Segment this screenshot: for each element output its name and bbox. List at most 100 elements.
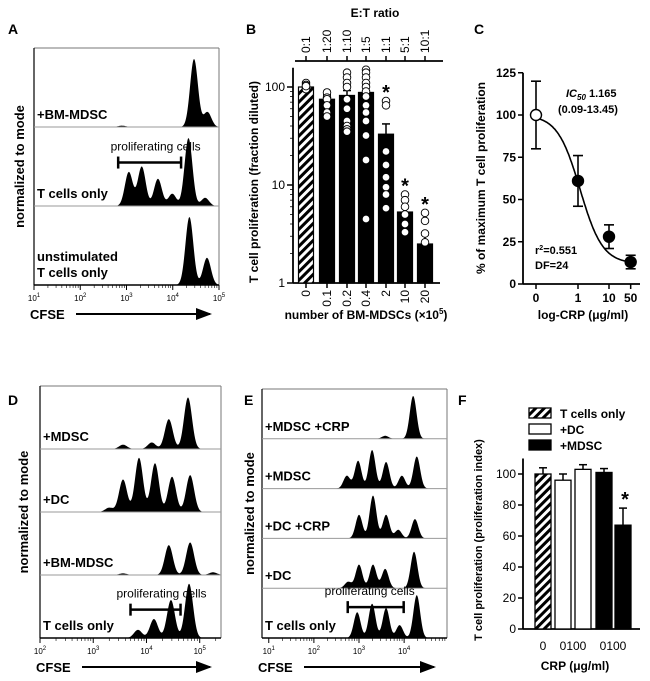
histogram-3 (34, 217, 219, 285)
histogram-5 (262, 595, 447, 638)
bar (595, 471, 613, 630)
tick-exponent: 5 (222, 293, 226, 299)
data-point (361, 101, 371, 110)
tick-base: 10 (120, 294, 129, 303)
legend-label: T cells only (560, 407, 626, 421)
histogram-row-label: T cells only (265, 618, 337, 633)
top-axis-title: E:T ratio (351, 6, 400, 20)
x-axis-label: number of BM-MDSCs (×105) (285, 307, 448, 322)
x-tick-label: 20 (418, 290, 432, 304)
data-point (400, 210, 410, 219)
histogram-3 (262, 495, 447, 539)
x-tick-label: 101 (28, 293, 41, 303)
x-tick-label: 104 (167, 293, 180, 303)
x-axis-label: log-CRP (μg/ml) (538, 308, 628, 322)
histogram-row-label: unstimulated (37, 249, 118, 264)
x-tick-label: 1 (575, 291, 582, 305)
x-axis-label: CFSE (36, 660, 71, 675)
data-point (342, 127, 352, 136)
tick-exponent: 2 (83, 293, 87, 299)
bracket-label: proliferating cells (116, 587, 206, 601)
x-tick-label: 0 (299, 290, 313, 297)
x-tick-label: 2 (379, 290, 393, 297)
data-point (301, 81, 311, 91)
tick-base: 10 (308, 647, 317, 656)
data-point (381, 147, 391, 156)
histogram-row-label: +DC (265, 568, 292, 583)
y-axis-label: normalized to mode (242, 452, 257, 575)
panel-label-f: F (458, 392, 467, 408)
data-point (420, 216, 430, 226)
tick-exponent: 1 (37, 293, 41, 299)
tick-base: 10 (353, 647, 362, 656)
y-axis-label: % of maximum T cell proliferation (474, 82, 488, 274)
data-point (342, 104, 352, 113)
x-tick-label: 0.4 (359, 290, 373, 307)
top-tick-label: 0:1 (299, 36, 313, 53)
panel-label-b: B (246, 21, 256, 37)
histogram-row-label: +DC (43, 492, 70, 507)
x-tick-label: 50 (624, 291, 638, 305)
x-tick-label: 103 (87, 646, 100, 656)
histogram-row-label: T cells only (43, 618, 115, 633)
y-tick-label: 0 (509, 277, 516, 291)
bar (554, 479, 572, 630)
tick-base: 10 (167, 294, 176, 303)
top-tick-label: 1:1 (379, 36, 393, 53)
x-tick-label: 102 (34, 646, 47, 656)
y-tick-label: 1 (278, 276, 285, 290)
x-label-exponent: 5 (439, 307, 444, 316)
panel-label-d: D (8, 392, 18, 408)
data-point (361, 214, 371, 224)
x-tick-label: 0.2 (340, 290, 354, 307)
bracket-label: proliferating cells (325, 584, 415, 598)
histogram-1 (40, 397, 221, 449)
y-tick-label: 80 (503, 498, 517, 512)
histogram-row-label: T cells only (37, 186, 109, 201)
y-axis-label: T cell proliferation (fraction diluted) (247, 81, 261, 283)
data-point (322, 101, 332, 110)
data-point (400, 202, 410, 211)
data-point (322, 112, 332, 121)
histogram-1 (34, 59, 219, 127)
histogram-4 (262, 551, 447, 589)
significance-asterisk: * (401, 175, 409, 197)
bar-20 (416, 243, 434, 284)
x-tick-label: 0.1 (320, 290, 334, 307)
histogram-4 (40, 583, 221, 638)
ic50-confidence-interval: (0.09-13.45) (558, 104, 618, 116)
x-label-text: number of BM-MDSCs (×10 (285, 308, 440, 322)
x-tick-label: 104 (140, 646, 153, 656)
y-tick-label: 75 (503, 150, 517, 164)
bar (534, 473, 552, 630)
histogram-row-label: +BM-MDSC (37, 107, 108, 122)
y-tick-label: 40 (503, 560, 517, 574)
y-tick-label: 0 (509, 622, 516, 636)
top-tick-label: 1:10 (340, 29, 354, 53)
y-tick-label: 100 (265, 80, 285, 94)
tick-exponent: 2 (43, 646, 47, 652)
histogram-row-label: +MDSC (265, 469, 311, 484)
y-axis-label: normalized to mode (12, 105, 27, 228)
panel-b-bar-chart: 1 10 100 E:T ratio 0 0:1 0.1 1:20 0.2 1:10 0.4 1:5 *… (247, 6, 447, 322)
bar (614, 524, 632, 630)
panel-label-e: E (244, 392, 253, 408)
data-point (361, 116, 371, 126)
top-tick-label: 1:20 (320, 29, 334, 53)
y-axis-label: normalized to mode (16, 451, 31, 574)
legend-swatch (528, 423, 552, 435)
tick-exponent: 3 (96, 646, 100, 652)
y-tick-label: 25 (503, 235, 517, 249)
data-point (420, 238, 430, 247)
x-axis-label: CFSE (30, 307, 65, 322)
y-tick-label: 10 (272, 178, 286, 192)
x-tick-label: 102 (74, 293, 87, 303)
data-point (381, 203, 391, 213)
data-point (420, 208, 430, 218)
tick-exponent: 1 (272, 646, 276, 652)
data-point (381, 190, 391, 199)
top-tick-label: 5:1 (398, 36, 412, 53)
data-point (420, 229, 430, 238)
y-axis-label: T cell proliferation (proliferation inde… (473, 439, 485, 641)
ic50-subscript: 50 (577, 93, 586, 102)
